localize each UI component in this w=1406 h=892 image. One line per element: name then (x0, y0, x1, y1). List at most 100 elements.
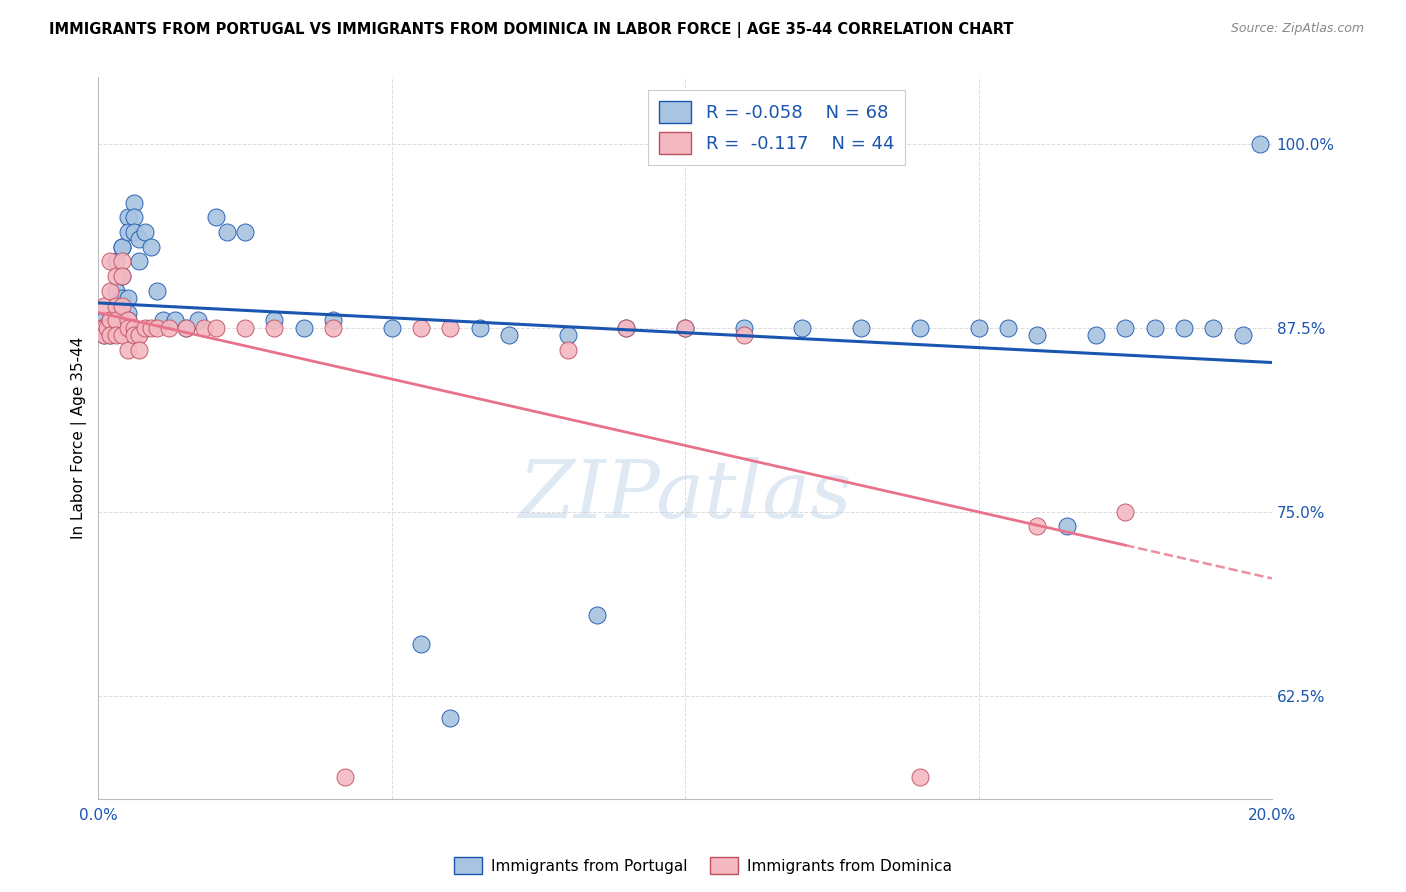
Point (146, 284, 169, 298)
Point (1114, 505, 1136, 519)
Point (122, 195, 145, 210)
Point (111, 269, 134, 284)
Point (908, 770, 931, 784)
Point (733, 328, 755, 343)
Point (104, 313, 127, 327)
Point (616, 320, 638, 334)
Point (117, 211, 139, 225)
Point (98, 313, 121, 327)
Point (381, 320, 404, 334)
Point (98, 313, 121, 327)
Point (792, 320, 814, 334)
Legend: Immigrants from Portugal, Immigrants from Dominica: Immigrants from Portugal, Immigrants fro… (449, 851, 957, 880)
Point (673, 320, 696, 334)
Point (122, 225, 145, 239)
Point (333, 770, 356, 784)
Point (111, 306, 134, 320)
Point (98, 254, 121, 268)
Point (98, 328, 121, 343)
Point (616, 320, 638, 334)
Point (1232, 328, 1254, 343)
Y-axis label: In Labor Force | Age 35-44: In Labor Force | Age 35-44 (72, 337, 87, 540)
Point (90, 320, 112, 334)
Point (163, 313, 186, 327)
Point (104, 254, 127, 268)
Point (439, 711, 461, 725)
Point (1173, 320, 1195, 334)
Point (104, 313, 127, 327)
Point (263, 320, 285, 334)
Point (1026, 519, 1049, 533)
Point (1084, 328, 1107, 343)
Point (322, 313, 344, 327)
Point (1056, 519, 1078, 533)
Point (122, 320, 145, 334)
Point (117, 343, 139, 357)
Point (204, 211, 226, 225)
Point (967, 320, 990, 334)
Legend: R = -0.058    N = 68, R =  -0.117    N = 44: R = -0.058 N = 68, R = -0.117 N = 44 (648, 90, 905, 165)
Point (111, 328, 134, 343)
Point (908, 320, 931, 334)
Point (176, 320, 198, 334)
Point (157, 320, 180, 334)
Point (96, 320, 118, 334)
Point (468, 320, 491, 334)
Point (152, 313, 174, 327)
Point (1143, 320, 1166, 334)
Point (111, 291, 134, 305)
Point (134, 320, 156, 334)
Point (104, 313, 127, 327)
Point (204, 320, 226, 334)
Point (111, 240, 134, 254)
Point (128, 232, 150, 246)
Point (141, 320, 163, 334)
Point (557, 328, 579, 343)
Point (93, 320, 115, 334)
Point (98, 320, 121, 334)
Point (111, 299, 134, 313)
Point (849, 320, 872, 334)
Point (98, 328, 121, 343)
Point (1114, 320, 1136, 334)
Point (111, 254, 134, 268)
Point (117, 291, 139, 305)
Point (111, 269, 134, 284)
Point (117, 320, 139, 334)
Point (90, 320, 112, 334)
Point (128, 254, 150, 268)
Point (134, 225, 156, 239)
Point (111, 313, 134, 327)
Point (117, 313, 139, 327)
Point (128, 328, 150, 343)
Point (93, 299, 115, 313)
Point (586, 607, 609, 622)
Point (104, 299, 127, 313)
Point (1202, 320, 1225, 334)
Point (93, 313, 115, 327)
Point (673, 320, 696, 334)
Point (122, 328, 145, 343)
Point (93, 320, 115, 334)
Point (733, 320, 755, 334)
Point (104, 269, 127, 284)
Point (557, 343, 579, 357)
Text: ZIPatlas: ZIPatlas (519, 457, 852, 534)
Text: IMMIGRANTS FROM PORTUGAL VS IMMIGRANTS FROM DOMINICA IN LABOR FORCE | AGE 35-44 : IMMIGRANTS FROM PORTUGAL VS IMMIGRANTS F… (49, 22, 1014, 38)
Point (233, 320, 256, 334)
Point (217, 225, 239, 239)
Point (96, 320, 118, 334)
Point (263, 313, 285, 327)
Point (111, 240, 134, 254)
Point (93, 328, 115, 343)
Point (104, 320, 127, 334)
Point (117, 306, 139, 320)
Point (176, 320, 198, 334)
Point (187, 313, 209, 327)
Point (104, 284, 127, 298)
Point (122, 211, 145, 225)
Point (409, 637, 432, 651)
Point (93, 328, 115, 343)
Point (233, 225, 256, 239)
Point (146, 320, 169, 334)
